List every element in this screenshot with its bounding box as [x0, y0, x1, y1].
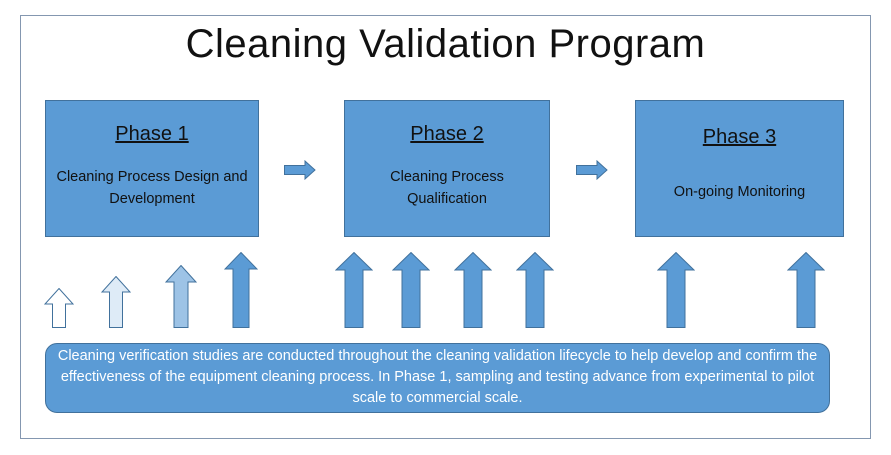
up-arrow-icon [224, 252, 258, 328]
phase-2-description: Cleaning Process Qualification [390, 169, 504, 207]
up-arrow-icon [44, 288, 74, 328]
diagram-title: Cleaning Validation Program [185, 22, 706, 66]
phase-1-title: Phase 1 [115, 123, 189, 145]
phase-2-box: Phase 2 Cleaning Process Qualification [344, 100, 550, 237]
up-arrow-icon [787, 252, 825, 328]
verification-note: Cleaning verification studies are conduc… [45, 343, 830, 413]
up-arrow-icon [165, 265, 197, 328]
up-arrow-icon [516, 252, 554, 328]
phase-2-title: Phase 2 [410, 123, 484, 145]
up-arrow-icon [101, 276, 131, 328]
phase-1-box: Phase 1 Cleaning Process Design and Deve… [45, 100, 259, 237]
phase-3-description: On-going Monitoring [673, 184, 806, 200]
phase-1-to-2-arrow-icon [284, 160, 316, 180]
diagram-frame [20, 15, 871, 439]
phase-1-description: Cleaning Process Design and Development [56, 169, 248, 207]
up-arrow-icon [392, 252, 430, 328]
up-arrow-icon [657, 252, 695, 328]
up-arrow-icon [454, 252, 492, 328]
up-arrow-icon [335, 252, 373, 328]
phase-2-to-3-arrow-icon [576, 160, 608, 180]
phase-3-box: Phase 3 On-going Monitoring [635, 100, 844, 237]
phase-3-title: Phase 3 [702, 126, 777, 148]
